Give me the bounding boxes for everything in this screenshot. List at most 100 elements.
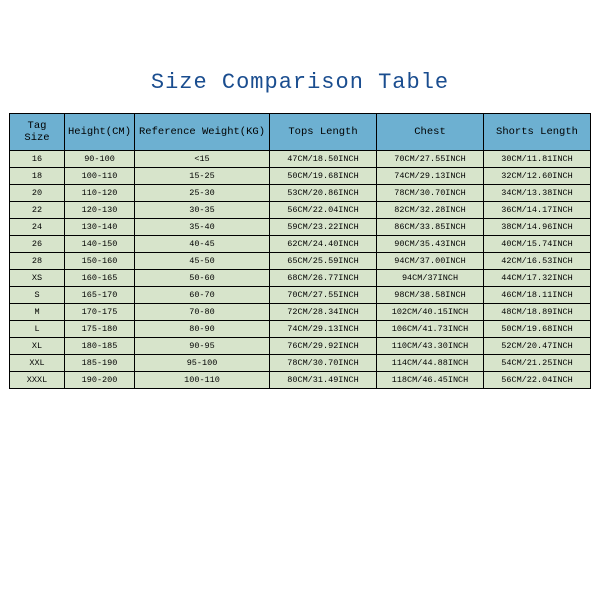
table-row: L175-18080-9074CM/29.13INCH106CM/41.73IN…: [10, 321, 591, 338]
table-cell: 38CM/14.96INCH: [484, 219, 591, 236]
table-cell: 36CM/14.17INCH: [484, 202, 591, 219]
table-cell: XS: [10, 270, 65, 287]
table-row: XXXL190-200100-11080CM/31.49INCH118CM/46…: [10, 372, 591, 389]
table-cell: 90CM/35.43INCH: [377, 236, 484, 253]
table-cell: 80CM/31.49INCH: [270, 372, 377, 389]
table-cell: XXXL: [10, 372, 65, 389]
col-weight: Reference Weight(KG): [135, 114, 270, 151]
table-cell: 16: [10, 151, 65, 168]
table-cell: 70CM/27.55INCH: [270, 287, 377, 304]
table-cell: 54CM/21.25INCH: [484, 355, 591, 372]
table-cell: 22: [10, 202, 65, 219]
table-cell: 25-30: [135, 185, 270, 202]
table-cell: 74CM/29.13INCH: [270, 321, 377, 338]
table-cell: 28: [10, 253, 65, 270]
col-tag-size: Tag Size: [10, 114, 65, 151]
table-cell: 82CM/32.28INCH: [377, 202, 484, 219]
table-cell: 180-185: [65, 338, 135, 355]
table-title: Size Comparison Table: [151, 70, 449, 95]
table-cell: 80-90: [135, 321, 270, 338]
table-cell: 30CM/11.81INCH: [484, 151, 591, 168]
table-cell: 35-40: [135, 219, 270, 236]
table-cell: 165-170: [65, 287, 135, 304]
table-cell: 44CM/17.32INCH: [484, 270, 591, 287]
table-row: 22120-13030-3556CM/22.04INCH82CM/32.28IN…: [10, 202, 591, 219]
col-shorts-length: Shorts Length: [484, 114, 591, 151]
table-row: S165-17060-7070CM/27.55INCH98CM/38.58INC…: [10, 287, 591, 304]
table-cell: 78CM/30.70INCH: [270, 355, 377, 372]
table-cell: L: [10, 321, 65, 338]
table-cell: 100-110: [65, 168, 135, 185]
table-cell: 68CM/26.77INCH: [270, 270, 377, 287]
table-cell: 70CM/27.55INCH: [377, 151, 484, 168]
table-cell: 90-100: [65, 151, 135, 168]
table-row: 1690-100<1547CM/18.50INCH70CM/27.55INCH3…: [10, 151, 591, 168]
table-cell: S: [10, 287, 65, 304]
table-cell: 34CM/13.38INCH: [484, 185, 591, 202]
table-row: XXL185-19095-10078CM/30.70INCH114CM/44.8…: [10, 355, 591, 372]
table-cell: 65CM/25.59INCH: [270, 253, 377, 270]
col-height: Height(CM): [65, 114, 135, 151]
table-cell: 53CM/20.86INCH: [270, 185, 377, 202]
table-cell: 60-70: [135, 287, 270, 304]
col-tops-length: Tops Length: [270, 114, 377, 151]
table-cell: 26: [10, 236, 65, 253]
table-cell: 50-60: [135, 270, 270, 287]
table-cell: <15: [135, 151, 270, 168]
table-row: 18100-11015-2550CM/19.68INCH74CM/29.13IN…: [10, 168, 591, 185]
table-cell: 50CM/19.68INCH: [270, 168, 377, 185]
table-cell: 110CM/43.30INCH: [377, 338, 484, 355]
table-cell: 98CM/38.58INCH: [377, 287, 484, 304]
table-cell: 50CM/19.68INCH: [484, 321, 591, 338]
table-cell: 30-35: [135, 202, 270, 219]
table-cell: 56CM/22.04INCH: [270, 202, 377, 219]
table-cell: 94CM/37INCH: [377, 270, 484, 287]
table-row: 26140-15040-4562CM/24.40INCH90CM/35.43IN…: [10, 236, 591, 253]
table-row: 20110-12025-3053CM/20.86INCH78CM/30.70IN…: [10, 185, 591, 202]
table-cell: 62CM/24.40INCH: [270, 236, 377, 253]
table-row: M170-17570-8072CM/28.34INCH102CM/40.15IN…: [10, 304, 591, 321]
table-cell: 46CM/18.11INCH: [484, 287, 591, 304]
table-cell: XL: [10, 338, 65, 355]
table-cell: 118CM/46.45INCH: [377, 372, 484, 389]
table-cell: 40CM/15.74INCH: [484, 236, 591, 253]
table-cell: 56CM/22.04INCH: [484, 372, 591, 389]
table-cell: 175-180: [65, 321, 135, 338]
table-cell: 160-165: [65, 270, 135, 287]
table-cell: 48CM/18.89INCH: [484, 304, 591, 321]
table-row: XS160-16550-6068CM/26.77INCH94CM/37INCH4…: [10, 270, 591, 287]
table-cell: 114CM/44.88INCH: [377, 355, 484, 372]
table-cell: 76CM/29.92INCH: [270, 338, 377, 355]
table-cell: 52CM/20.47INCH: [484, 338, 591, 355]
table-cell: 72CM/28.34INCH: [270, 304, 377, 321]
table-cell: 170-175: [65, 304, 135, 321]
table-body: 1690-100<1547CM/18.50INCH70CM/27.55INCH3…: [10, 151, 591, 389]
table-cell: XXL: [10, 355, 65, 372]
table-cell: 140-150: [65, 236, 135, 253]
table-cell: 190-200: [65, 372, 135, 389]
table-cell: 59CM/23.22INCH: [270, 219, 377, 236]
table-header-row: Tag Size Height(CM) Reference Weight(KG)…: [10, 114, 591, 151]
table-cell: 74CM/29.13INCH: [377, 168, 484, 185]
size-comparison-table: Tag Size Height(CM) Reference Weight(KG)…: [9, 113, 591, 389]
table-cell: 42CM/16.53INCH: [484, 253, 591, 270]
table-cell: 15-25: [135, 168, 270, 185]
table-cell: 120-130: [65, 202, 135, 219]
table-row: 24130-14035-4059CM/23.22INCH86CM/33.85IN…: [10, 219, 591, 236]
table-cell: 32CM/12.60INCH: [484, 168, 591, 185]
table-cell: 47CM/18.50INCH: [270, 151, 377, 168]
table-cell: 40-45: [135, 236, 270, 253]
table-cell: 20: [10, 185, 65, 202]
table-cell: 95-100: [135, 355, 270, 372]
table-cell: 45-50: [135, 253, 270, 270]
table-cell: 130-140: [65, 219, 135, 236]
table-cell: 150-160: [65, 253, 135, 270]
table-cell: 18: [10, 168, 65, 185]
table-row: 28150-16045-5065CM/25.59INCH94CM/37.00IN…: [10, 253, 591, 270]
table-cell: M: [10, 304, 65, 321]
table-cell: 94CM/37.00INCH: [377, 253, 484, 270]
table-row: XL180-18590-9576CM/29.92INCH110CM/43.30I…: [10, 338, 591, 355]
table-cell: 185-190: [65, 355, 135, 372]
table-cell: 106CM/41.73INCH: [377, 321, 484, 338]
table-cell: 78CM/30.70INCH: [377, 185, 484, 202]
